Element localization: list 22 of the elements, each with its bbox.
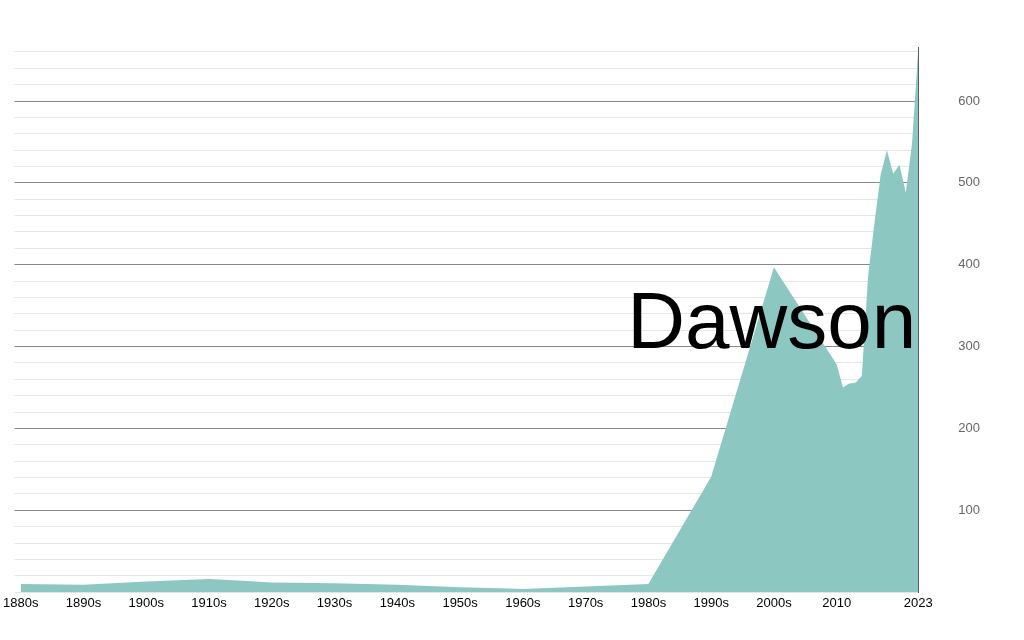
y-tick-label: 500	[958, 174, 981, 190]
x-tick-label: 1940s	[379, 594, 416, 610]
y-tick-label: 600	[958, 92, 981, 108]
y-tick-label: 100	[958, 501, 981, 517]
x-tick-label: 1880s	[3, 594, 39, 610]
x-tick-label: 2000s	[756, 594, 793, 610]
x-tick-label: 1890s	[65, 594, 102, 610]
x-tick-label: 1960s	[505, 594, 542, 610]
x-tick-label: 1900s	[128, 594, 165, 610]
x-tick-label: 1950s	[442, 594, 479, 610]
x-tick-label: 1990s	[693, 594, 730, 610]
x-tick-label: 1920s	[254, 594, 291, 610]
text: Dawson	[627, 275, 917, 365]
x-tick-label: 1980s	[630, 594, 667, 610]
y-tick-label: 400	[958, 256, 981, 272]
x-tick-label: 2023	[903, 594, 933, 610]
x-tick-label: 1930s	[316, 594, 353, 610]
x-tick-label: 2010	[822, 594, 852, 610]
y-tick-label: 200	[958, 420, 981, 436]
y-tick-label: 300	[958, 338, 981, 354]
x-tick-label: 1970s	[567, 594, 604, 610]
x-tick-label: 1910s	[191, 594, 228, 610]
